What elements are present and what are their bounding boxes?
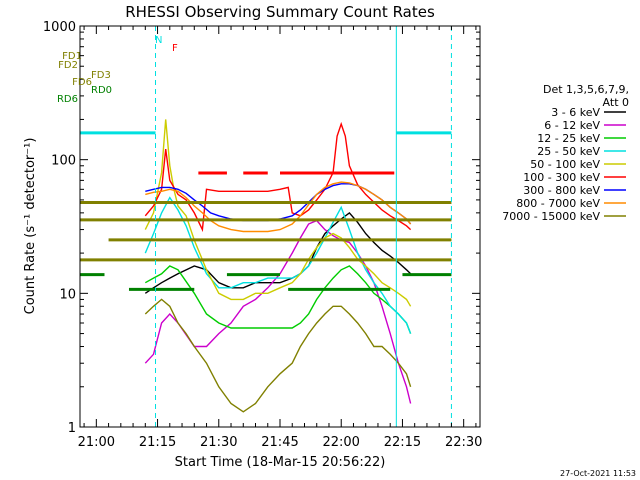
x-tick-label-4: 22:00 bbox=[322, 435, 359, 450]
x-axis-ticks: 21:00 21:15 21:30 21:45 22:00 22:15 22:30 bbox=[78, 26, 482, 450]
chart-title: RHESSI Observing Summary Count Rates bbox=[125, 3, 435, 21]
state-label-fd6: FD6 bbox=[72, 77, 92, 88]
series-line-8 bbox=[144, 298, 412, 413]
legend-header-line-1: Det 1,3,5,6,7,9, bbox=[543, 83, 629, 96]
y-tick-label-2: 100 bbox=[51, 154, 76, 169]
legend-label-2: 12 - 25 keV bbox=[537, 132, 600, 145]
x-tick-label-0: 21:00 bbox=[78, 435, 115, 450]
state-bars bbox=[80, 131, 452, 291]
y-tick-label-0: 1 bbox=[68, 421, 76, 436]
y-tick-label-1: 10 bbox=[59, 287, 76, 302]
state-label-n: N bbox=[155, 35, 162, 46]
state-label-fd3: FD3 bbox=[91, 70, 111, 81]
series-line-2 bbox=[144, 265, 412, 334]
x-tick-label-1: 21:15 bbox=[139, 435, 176, 450]
plot-area bbox=[144, 119, 412, 413]
legend-label-8: 7000 - 15000 keV bbox=[502, 210, 600, 223]
legend-label-7: 800 - 7000 keV bbox=[516, 197, 600, 210]
legend-header-line-2: Att 0 bbox=[603, 96, 629, 109]
legend-label-3: 25 - 50 keV bbox=[537, 145, 600, 158]
state-label-rd6: RD6 bbox=[57, 94, 78, 105]
legend-label-5: 100 - 300 keV bbox=[523, 171, 600, 184]
y-axis-ticks: 1 10 100 1000 bbox=[43, 20, 480, 436]
series-line-3 bbox=[144, 196, 412, 334]
state-label-fd1: FD1 bbox=[62, 51, 82, 62]
y-tick-label-3: 1000 bbox=[43, 20, 76, 35]
series-line-7 bbox=[145, 181, 412, 233]
legend-label-4: 50 - 100 keV bbox=[530, 158, 600, 171]
legend-label-6: 300 - 800 keV bbox=[523, 184, 600, 197]
series-line-5 bbox=[144, 121, 412, 233]
x-tick-label-6: 22:30 bbox=[445, 435, 482, 450]
x-tick-label-3: 21:45 bbox=[261, 435, 298, 450]
x-axis-label: Start Time (18-Mar-15 20:56:22) bbox=[175, 455, 386, 470]
x-tick-label-2: 21:30 bbox=[200, 435, 237, 450]
state-label-rd0: RD0 bbox=[91, 85, 112, 96]
x-tick-label-5: 22:15 bbox=[384, 435, 421, 450]
state-label-fd2: FD2 bbox=[58, 60, 78, 71]
legend-label-0: 3 - 6 keV bbox=[551, 106, 600, 119]
state-label-f: F bbox=[172, 43, 178, 54]
generated-timestamp: 27-Oct-2021 11:53 bbox=[560, 469, 636, 478]
series-line-4 bbox=[144, 119, 412, 307]
legend-label-1: 6 - 12 keV bbox=[544, 119, 600, 132]
y-axis-label: Count Rate (s⁻¹ detector⁻¹) bbox=[23, 138, 38, 315]
